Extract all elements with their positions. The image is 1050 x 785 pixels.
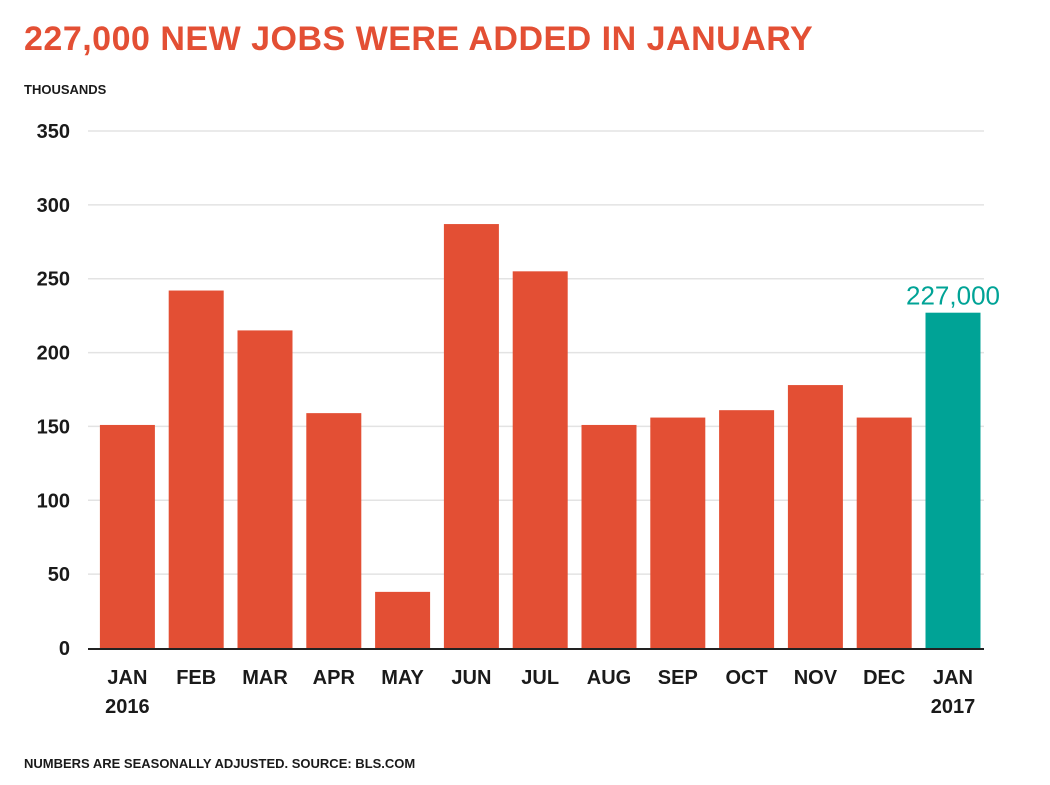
y-tick-label: 50 xyxy=(48,564,70,586)
bar xyxy=(168,290,224,648)
y-axis-ticks: 0 50 100 150 200 250 300 350 xyxy=(37,121,70,660)
y-tick-label: 300 xyxy=(37,195,70,217)
x-tick-label: JUL xyxy=(521,667,559,689)
x-tick-label: 2016 xyxy=(105,696,150,718)
y-tick-label: 200 xyxy=(37,343,70,365)
x-tick-label: SEP xyxy=(658,667,698,689)
bar xyxy=(443,224,499,648)
x-tick-label: JUN xyxy=(451,667,491,689)
x-tick-label: AUG xyxy=(587,667,631,689)
bar xyxy=(719,410,775,648)
x-tick-label: 2017 xyxy=(931,696,976,718)
x-tick-label: FEB xyxy=(176,667,216,689)
bars xyxy=(99,224,981,648)
bar xyxy=(375,591,431,648)
x-tick-label: OCT xyxy=(725,667,767,689)
bar xyxy=(650,417,706,648)
y-tick-label: 100 xyxy=(37,490,70,512)
bar-highlight xyxy=(925,312,981,648)
x-axis-ticks: JAN 2016 FEB MAR APR MAY JUN JUL AUG SEP OCT NOV DEC… xyxy=(105,667,975,718)
x-tick-label: JAN xyxy=(933,667,973,689)
y-tick-label: 150 xyxy=(37,416,70,438)
y-tick-label: 250 xyxy=(37,269,70,291)
bar xyxy=(512,271,568,648)
x-tick-label: MAY xyxy=(381,667,424,689)
x-tick-label: APR xyxy=(313,667,356,689)
y-tick-label: 350 xyxy=(37,121,70,143)
bar xyxy=(306,413,362,648)
chart-title: 227,000 NEW JOBS WERE ADDED IN JANUARY xyxy=(24,20,814,58)
bar xyxy=(237,330,293,648)
bar xyxy=(787,385,843,648)
bar xyxy=(856,417,912,648)
bar xyxy=(99,424,155,648)
x-tick-label: NOV xyxy=(794,667,838,689)
y-tick-label: 0 xyxy=(59,638,70,660)
x-tick-label: JAN xyxy=(107,667,147,689)
highlight-data-label: 227,000 xyxy=(906,281,1000,311)
source-footnote: NUMBERS ARE SEASONALLY ADJUSTED. SOURCE:… xyxy=(24,756,416,771)
y-axis-unit-label: THOUSANDS xyxy=(24,82,107,97)
x-tick-label: DEC xyxy=(863,667,905,689)
x-tick-label: MAR xyxy=(242,667,288,689)
bar xyxy=(581,424,637,648)
